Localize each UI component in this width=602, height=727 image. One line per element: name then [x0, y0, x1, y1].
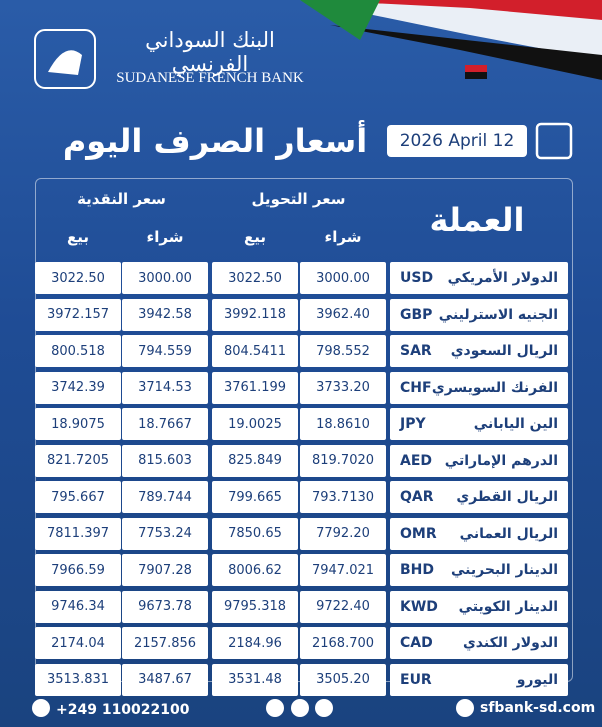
rate-cell: 819.7020 — [300, 444, 386, 477]
rate-cell: 825.849 — [212, 444, 298, 477]
currency-code: EUR — [400, 671, 432, 688]
rate-cell: 3942.58 — [122, 298, 208, 331]
rate-cell: 3505.20 — [300, 663, 386, 696]
rate-cell: 3487.67 — [122, 663, 208, 696]
currency-cell: الريال العماني OMR — [390, 517, 568, 550]
rate-cell: 9722.40 — [300, 590, 386, 623]
bank-name-en: SUDANESE FRENCH BANK — [116, 70, 304, 86]
currency-name: الجنيه الاسترليني — [438, 306, 558, 323]
phone: +249 110022100 — [56, 702, 190, 718]
currency-name: الدولار الأمريكي — [447, 270, 558, 286]
rate-cell: 794.559 — [122, 335, 208, 367]
currency-cell: الفرنك السويسري CHF — [390, 371, 568, 404]
rate-cell: 798.552 — [300, 335, 386, 367]
rate-cell: 789.744 — [122, 481, 208, 513]
rate-cell: 18.8610 — [300, 408, 386, 440]
group-header: سعر التحويل — [251, 190, 346, 208]
currency-cell: الدينار الكويتي KWD — [390, 590, 568, 623]
rate-cell: 3022.50 — [35, 262, 121, 294]
currency-code: OMR — [400, 525, 437, 542]
rate-cell: 3733.20 — [300, 371, 386, 404]
currency-code: CAD — [400, 635, 433, 651]
rate-cell: 3962.40 — [300, 298, 386, 331]
title: أسعار الصرف اليوم — [62, 122, 368, 160]
currency-code: BHD — [400, 562, 435, 578]
sub-header: بيع — [243, 228, 266, 246]
rate-cell: 7907.28 — [122, 554, 208, 586]
group-header: سعر النقدية — [77, 190, 166, 208]
rate-cell: 815.603 — [122, 444, 208, 477]
currency-cell: الريال القطري QAR — [390, 481, 568, 513]
rate-cell: 3714.53 — [122, 371, 208, 404]
currency-code: CHF — [400, 379, 432, 396]
rate-cell: 7753.24 — [122, 517, 208, 550]
currency-code: QAR — [400, 489, 434, 505]
currency-cell: اليورو EUR — [390, 663, 568, 696]
rate-cell: 7850.65 — [212, 517, 298, 550]
currency-code: KWD — [400, 598, 438, 615]
sub-header: بيع — [66, 228, 89, 246]
rate-cell: 793.7130 — [300, 481, 386, 513]
website: sfbank-sd.com — [480, 700, 596, 716]
currency-code: SAR — [400, 343, 432, 359]
currency-code: JPY — [400, 416, 426, 432]
rate-cell: 2184.96 — [212, 627, 298, 659]
currency-name: الدينار البحريني — [450, 562, 558, 578]
rate-cell: 3000.00 — [300, 262, 386, 294]
rate-cell: 3513.831 — [35, 663, 121, 696]
currency-name: الدينار الكويتي — [458, 598, 558, 615]
rate-cell: 3531.48 — [212, 663, 298, 696]
rate-cell: 2174.04 — [35, 627, 121, 659]
rate-cell: 800.518 — [35, 335, 121, 367]
rate-cell: 18.9075 — [35, 408, 121, 440]
currency-cell: الدرهم الإماراتي AED — [390, 444, 568, 477]
currency-cell: الدولار الكندي CAD — [390, 627, 568, 659]
currency-code: AED — [400, 452, 433, 469]
sub-header: شراء — [146, 228, 184, 246]
rate-cell: 19.0025 — [212, 408, 298, 440]
currency-name: الين الياباني — [473, 416, 558, 432]
currency-name: الريال القطري — [456, 489, 558, 505]
currency-cell: الجنيه الاسترليني GBP — [390, 298, 568, 331]
currency-cell: الدينار البحريني BHD — [390, 554, 568, 586]
rate-cell: 9795.318 — [212, 590, 298, 623]
bank-name-ar: البنك السوداني الفرنسي — [145, 28, 275, 76]
currency-name: الريال السعودي — [450, 343, 558, 359]
rate-cell: 3742.39 — [35, 371, 121, 404]
sub-header: شراء — [324, 228, 362, 246]
currency-name: اليورو — [516, 671, 558, 688]
rate-cell: 7947.021 — [300, 554, 386, 586]
currency-name: الريال العماني — [459, 525, 558, 542]
rate-cell: 3022.50 — [212, 262, 298, 294]
rate-cell: 7966.59 — [35, 554, 121, 586]
currency-name: الفرنك السويسري — [431, 379, 558, 396]
rate-cell: 3761.199 — [212, 371, 298, 404]
rate-cell: 7792.20 — [300, 517, 386, 550]
rate-cell: 8006.62 — [212, 554, 298, 586]
rate-cell: 9746.34 — [35, 590, 121, 623]
rate-cell: 9673.78 — [122, 590, 208, 623]
rate-cell: 795.667 — [35, 481, 121, 513]
currency-cell: الريال السعودي SAR — [390, 335, 568, 367]
rate-cell: 3992.118 — [212, 298, 298, 331]
rate-cell: 2157.856 — [122, 627, 208, 659]
currency-code: GBP — [400, 306, 433, 323]
currency-cell: الين الياباني JPY — [390, 408, 568, 440]
rate-cell: 799.665 — [212, 481, 298, 513]
currency-name: الدولار الكندي — [462, 635, 558, 651]
date: 2026 April 12 — [399, 131, 515, 151]
rate-cell: 804.5411 — [212, 335, 298, 367]
currency-cell: الدولار الأمريكي USD — [390, 262, 568, 294]
rate-cell: 7811.397 — [35, 517, 121, 550]
currency-name: الدرهم الإماراتي — [444, 452, 558, 469]
rate-cell: 18.7667 — [122, 408, 208, 440]
rate-cell: 821.7205 — [35, 444, 121, 477]
rate-cell: 3000.00 — [122, 262, 208, 294]
rate-cell: 3972.157 — [35, 298, 121, 331]
currency-code: USD — [400, 270, 434, 286]
currency-header: العملة — [429, 201, 525, 239]
rate-cell: 2168.700 — [300, 627, 386, 659]
